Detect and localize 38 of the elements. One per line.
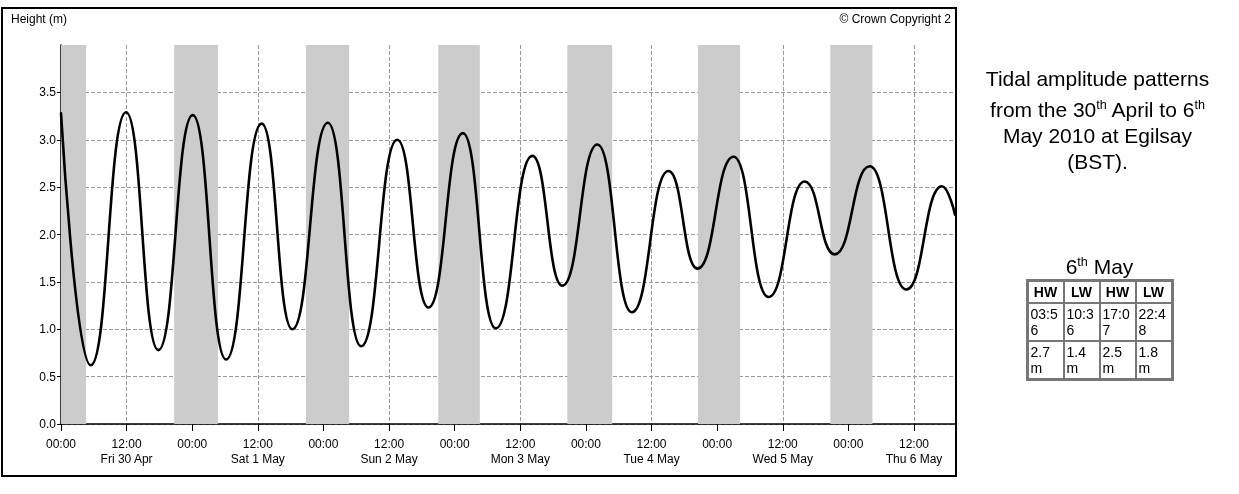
- x-tick-label: 12:00 Sat 1 May: [230, 436, 285, 466]
- text: 1.8 m: [1135, 341, 1172, 379]
- category-label: LW: [1063, 281, 1100, 303]
- text: 22:48: [1135, 303, 1172, 341]
- category-label: HW: [1027, 281, 1064, 303]
- text: © Crown Copyright 2: [839, 12, 952, 26]
- x-tick-label: 00:00: [833, 436, 864, 451]
- x-tick-label: 12:00 Fri 30 Apr: [100, 436, 153, 466]
- x-tick-label: 12:00 Wed 5 May: [752, 436, 813, 466]
- text: 10:36: [1063, 303, 1100, 341]
- x-tick-label: 12:00 Sun 2 May: [360, 436, 418, 466]
- y-tick-label: 1.0: [39, 322, 57, 337]
- text: 2.5 m: [1099, 341, 1136, 379]
- x-tick-label: 00:00: [570, 436, 602, 451]
- text: 17:07: [1099, 303, 1136, 341]
- y-tick-label: 3.5: [39, 85, 57, 100]
- category-label: HW: [1099, 281, 1136, 303]
- category-label: LW: [1135, 281, 1172, 303]
- text: 2.7 m: [1027, 341, 1064, 379]
- x-tick-label: 12:00 Thu 6 May: [885, 436, 943, 466]
- y-tick-label: 0.5: [39, 369, 57, 384]
- y-tick-label: 2.0: [39, 227, 57, 242]
- x-tick-label: 00:00: [702, 436, 733, 451]
- text: 1.4 m: [1063, 341, 1100, 379]
- y-tick-label: 3.0: [39, 132, 57, 147]
- x-tick-label: 12:00 Tue 4 May: [623, 436, 680, 466]
- x-tick-label: 00:00: [177, 436, 208, 451]
- text: 03:56: [1027, 303, 1064, 341]
- text: Tidal amplitude patterns from the 30$^{th}$ April to 6$^{th}$ May 2010 at Egilsay (BST).: [985, 66, 1210, 175]
- y-tick-label: 2.5: [39, 180, 57, 195]
- text: 6$^{th}$ May: [1064, 254, 1135, 279]
- y-axis-title: Height (m): [11, 12, 68, 26]
- x-tick-label: 00:00: [308, 436, 339, 451]
- x-tick-label: 00:00: [439, 436, 471, 451]
- y-tick-label: 1.5: [39, 274, 57, 289]
- x-tick-label: 00:00: [45, 436, 77, 451]
- y-tick-label: 0.0: [39, 417, 57, 431]
- x-tick-label: 12:00 Mon 3 May: [490, 436, 550, 466]
